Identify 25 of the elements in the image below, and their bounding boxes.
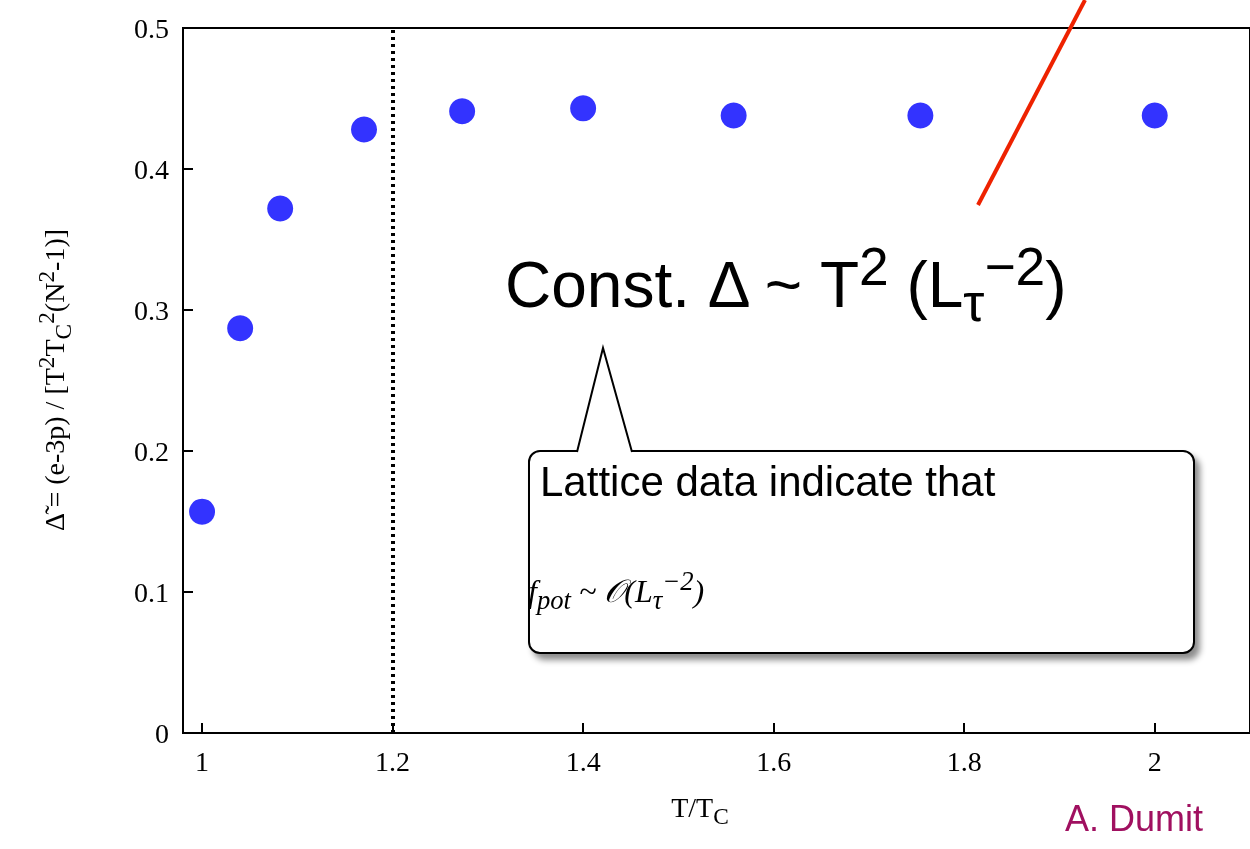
point (351, 116, 378, 143)
x-tick-label: 2 (1147, 745, 1162, 777)
point (267, 195, 294, 222)
y-tick-label: 0.1 (134, 576, 169, 608)
point (189, 498, 216, 525)
x-tick-label: 1.4 (565, 745, 601, 777)
x-axis-title: T/T$_{C}$ (671, 792, 729, 830)
x-tick-label: 1 (195, 745, 210, 777)
point (227, 315, 254, 342)
point (449, 98, 476, 125)
annotation: Lattice data indicate that (540, 458, 996, 506)
y-tick-label: 0.2 (134, 435, 169, 467)
text: A. Dumit (1065, 798, 1204, 840)
point (907, 102, 934, 129)
point (570, 95, 597, 122)
point (1141, 102, 1168, 129)
y-tick-label: 0 (155, 717, 169, 749)
annotation: Const. Δ ~ T$^{2}$ (L$_{τ}$$^{−2}$) (505, 236, 1067, 334)
y-tick-label: 0.3 (134, 294, 169, 326)
y-tick-label: 0.4 (134, 153, 169, 185)
x-tick-label: 1.8 (946, 745, 982, 777)
y-tick-label: 0.5 (134, 12, 169, 44)
point (720, 102, 747, 129)
x-tick-label: 1.2 (375, 745, 411, 777)
x-tick-label: 1.6 (756, 745, 792, 777)
